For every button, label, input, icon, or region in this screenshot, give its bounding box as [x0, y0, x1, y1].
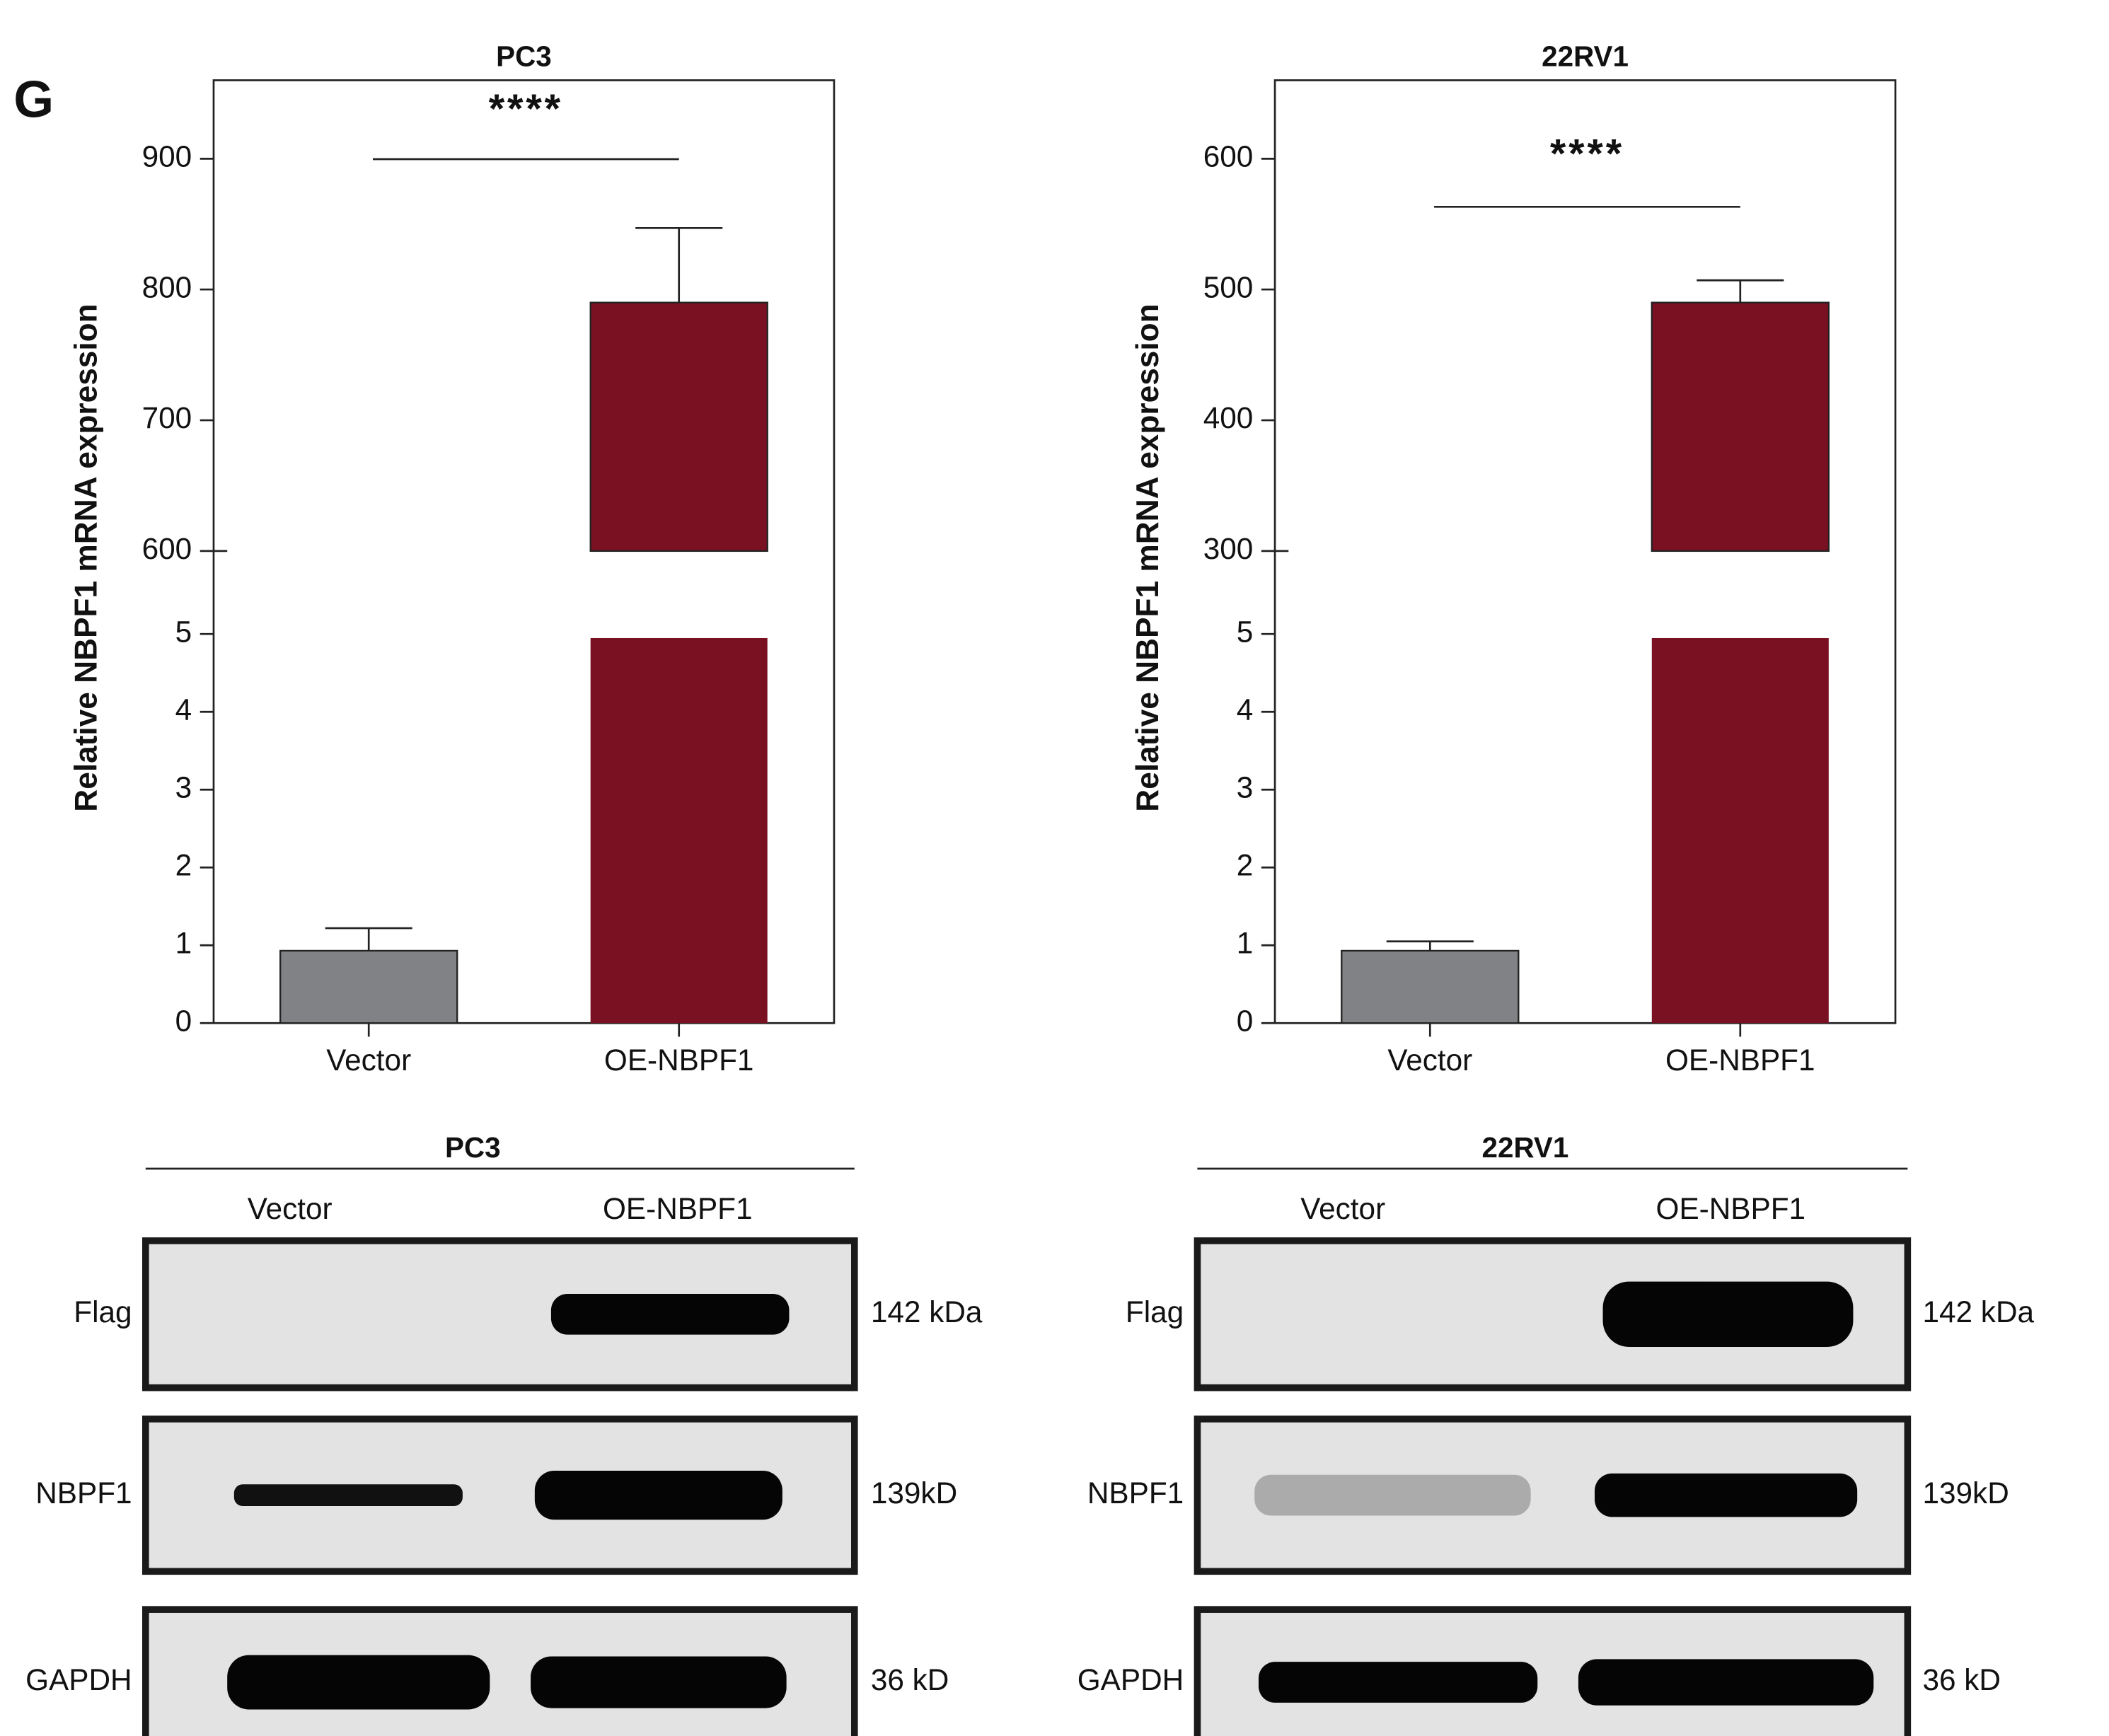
y-tick-label: 0 [1237, 1004, 1254, 1037]
x-tick-label: Vector [1387, 1043, 1472, 1077]
y-tick-label: 500 [1203, 270, 1254, 303]
bar [279, 949, 458, 1024]
blot-row-label: NBPF1 [1087, 1476, 1184, 1510]
bar-lower [590, 637, 768, 1024]
bar-upper [1651, 301, 1830, 552]
panel-label: G [13, 71, 54, 128]
blot-size-label: 139kD [871, 1476, 957, 1510]
bar [1341, 949, 1520, 1024]
y-tick-label: 5 [1237, 615, 1254, 648]
blot-band [1602, 1281, 1854, 1347]
blot-band [1258, 1662, 1538, 1703]
blot-title: 22RV1 [1482, 1131, 1569, 1164]
blot-size-label: 36 kD [1922, 1663, 2001, 1696]
blot-size-label: 142 kDa [871, 1295, 983, 1329]
blot-size-label: 36 kD [871, 1663, 949, 1696]
blot-band [531, 1656, 787, 1708]
blot-row-label: Flag [74, 1295, 132, 1329]
lane-label: Vector [1300, 1192, 1385, 1225]
blot-size-label: 142 kDa [1922, 1295, 2034, 1329]
x-tick-label: OE-NBPF1 [1665, 1043, 1815, 1077]
chart-title: 22RV1 [1542, 40, 1629, 72]
y-tick-label: 4 [1237, 693, 1254, 726]
lane-label: Vector [248, 1192, 333, 1225]
y-tick-label: 4 [175, 693, 192, 726]
blot-band [233, 1484, 463, 1506]
bar-lower [1651, 637, 1829, 1024]
y-tick-label: 3 [175, 770, 192, 804]
y-tick-label: 1 [1237, 926, 1254, 959]
blot-row-label: GAPDH [1077, 1663, 1184, 1696]
y-tick-label: 0 [175, 1004, 192, 1037]
y-tick-label: 800 [142, 270, 192, 303]
y-tick-label: 3 [1237, 770, 1254, 804]
y-tick-label: 700 [142, 401, 192, 434]
chart-title: PC3 [496, 40, 552, 72]
blot-band [1578, 1659, 1874, 1706]
blot-row-label: Flag [1126, 1295, 1184, 1329]
lane-label: OE-NBPF1 [1656, 1192, 1806, 1225]
y-axis-label: Relative NBPF1 mRNA expression [1131, 303, 1165, 811]
blot-row-label: GAPDH [25, 1663, 132, 1696]
x-tick-label: Vector [326, 1043, 411, 1077]
y-axis-label: Relative NBPF1 mRNA expression [69, 303, 104, 811]
y-tick-label: 2 [175, 848, 192, 881]
blot-band [1595, 1473, 1858, 1517]
blot-band [1254, 1474, 1531, 1516]
y-tick-label: 1 [175, 926, 192, 959]
blot-title: PC3 [445, 1131, 501, 1164]
blot-row-label: NBPF1 [35, 1476, 132, 1510]
bar-upper [589, 301, 768, 552]
x-tick-label: OE-NBPF1 [604, 1043, 754, 1077]
significance-label: **** [489, 86, 563, 132]
y-tick-label: 2 [1237, 848, 1254, 881]
significance-label: **** [1550, 131, 1624, 176]
y-tick-label: 600 [1203, 140, 1254, 173]
blot-band [550, 1293, 790, 1335]
y-tick-label: 300 [1203, 532, 1254, 565]
lane-label: OE-NBPF1 [603, 1192, 753, 1225]
blot-band [534, 1470, 782, 1520]
y-tick-label: 600 [142, 532, 192, 565]
y-tick-label: 900 [142, 140, 192, 173]
blot-size-label: 139kD [1922, 1476, 2009, 1510]
y-tick-label: 400 [1203, 401, 1254, 434]
y-tick-label: 5 [175, 615, 192, 648]
blot-band [227, 1655, 490, 1710]
